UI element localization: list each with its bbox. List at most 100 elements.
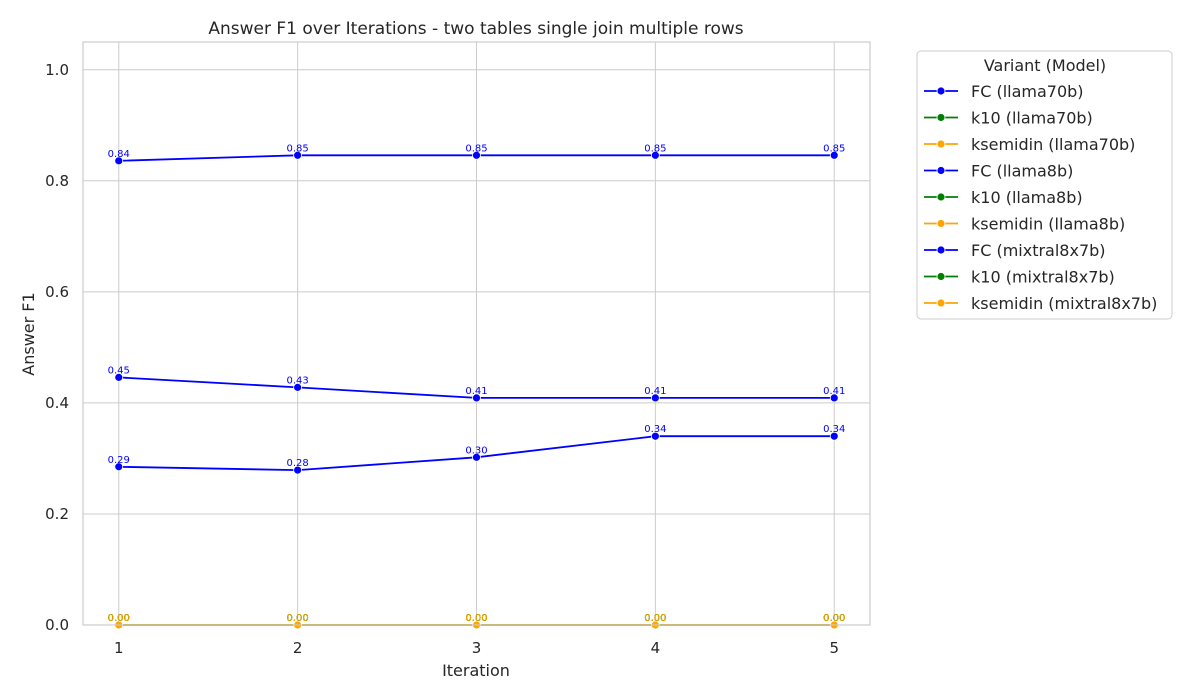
data-label: 0.00	[465, 613, 487, 624]
data-label: 0.00	[287, 613, 309, 624]
legend-entry: k10 (llama8b)	[971, 188, 1083, 207]
data-label: 0.00	[465, 613, 487, 624]
data-label: 0.00	[287, 613, 309, 624]
y-tick-label: 0.4	[45, 394, 69, 412]
legend: Variant (Model) FC (llama70b) k10 (llama7…	[916, 50, 1173, 320]
legend-swatch-marker	[936, 86, 946, 96]
data-label: 0.00	[108, 613, 130, 624]
data-label: 0.00	[465, 613, 487, 624]
grid	[83, 42, 870, 626]
data-label: 0.85	[644, 143, 666, 154]
legend-entry: ksemidin (mixtral8x7b)	[971, 294, 1157, 313]
data-point	[472, 393, 481, 403]
legend-entry: k10 (llama70b)	[971, 109, 1093, 128]
data-label: 0.00	[287, 613, 309, 624]
legend-swatch-marker	[936, 245, 946, 255]
data-label: 0.00	[108, 613, 130, 624]
y-tick-label: 0.8	[45, 172, 69, 190]
data-label: 0.85	[287, 143, 309, 154]
y-tick-label: 0.0	[45, 616, 69, 634]
data-label: 0.85	[823, 143, 845, 154]
data-point	[829, 150, 839, 160]
data-label: 0.85	[465, 143, 487, 154]
legend-entry: FC (llama70b)	[971, 82, 1084, 101]
data-point	[293, 465, 303, 475]
data-label: 0.00	[823, 613, 845, 624]
data-label: 0.00	[287, 613, 309, 624]
y-axis-label: Answer F1	[19, 292, 38, 375]
data-label: 0.29	[108, 455, 130, 466]
data-label: 0.00	[823, 613, 845, 624]
data-point	[293, 382, 303, 392]
data-point	[293, 150, 303, 160]
data-point	[472, 150, 481, 160]
legend-entry: ksemidin (llama70b)	[971, 135, 1135, 154]
plot-frame	[82, 41, 871, 626]
legend-entry: FC (mixtral8x7b)	[971, 241, 1106, 260]
data-label: 0.41	[823, 386, 845, 397]
data-label: 0.00	[465, 613, 487, 624]
data-label: 0.28	[287, 458, 309, 469]
legend-swatch-marker	[936, 139, 946, 149]
legend-swatch-marker	[936, 113, 946, 122]
legend-entry: ksemidin (llama8b)	[971, 215, 1125, 234]
data-label: 0.00	[823, 613, 845, 624]
legend-frame	[916, 50, 1173, 320]
data-label: 0.00	[823, 613, 845, 624]
data-label: 0.41	[465, 386, 487, 397]
point-labels: 0.84 0.85 0.85 0.85 0.85 0.00 0.00 0.00 0.00 0.00…	[108, 143, 846, 624]
data-point	[829, 431, 839, 441]
data-label: 0.00	[644, 613, 666, 624]
data-label: 0.00	[108, 613, 130, 624]
legend-swatch-marker	[936, 192, 946, 202]
data-point	[650, 393, 660, 403]
y-tick-label: 0.2	[45, 505, 69, 523]
data-label: 0.00	[108, 613, 130, 624]
data-point	[114, 462, 124, 472]
data-point	[472, 452, 481, 462]
data-point	[114, 372, 124, 382]
data-label: 0.00	[644, 613, 666, 624]
data-label: 0.00	[823, 613, 845, 624]
data-label: 0.00	[644, 613, 666, 624]
y-tick-label: 0.6	[45, 283, 69, 301]
legend-entry: k10 (mixtral8x7b)	[971, 268, 1115, 287]
x-tick-label: 3	[472, 639, 482, 657]
data-label: 0.00	[287, 613, 309, 624]
chart-title: Answer F1 over Iterations - two tables s…	[208, 19, 743, 39]
data-label: 0.00	[823, 613, 845, 624]
data-label: 0.43	[287, 375, 309, 386]
x-axis-label: Iteration	[442, 661, 510, 680]
data-label: 0.00	[644, 613, 666, 624]
legend-swatch-marker	[936, 272, 946, 281]
y-tick-label: 1.0	[45, 61, 69, 79]
data-label: 0.00	[644, 613, 666, 624]
data-label: 0.00	[465, 613, 487, 624]
data-point	[829, 393, 839, 403]
x-tick-label: 4	[651, 639, 661, 657]
data-label: 0.00	[108, 613, 130, 624]
data-label: 0.84	[108, 149, 130, 160]
legend-swatch-marker	[936, 298, 946, 308]
data-point	[650, 431, 660, 441]
legend-swatch-marker	[936, 219, 946, 228]
x-tick-label: 5	[829, 639, 839, 657]
data-label: 0.45	[108, 365, 130, 376]
data-point	[114, 156, 124, 166]
axes: 1 2 3 4 5 0.0 0.2 0.4 0.6 0.8 1.0	[45, 41, 871, 657]
data-point	[650, 150, 660, 160]
legend-title: Variant (Model)	[984, 56, 1106, 75]
data-label: 0.34	[644, 424, 666, 435]
x-tick-label: 1	[114, 639, 124, 657]
data-label: 0.00	[644, 613, 666, 624]
data-label: 0.00	[108, 613, 130, 624]
legend-swatch-marker	[936, 166, 946, 175]
data-label: 0.00	[287, 613, 309, 624]
data-label: 0.30	[465, 445, 487, 456]
data-label: 0.34	[823, 424, 845, 435]
legend-entry: FC (llama8b)	[971, 162, 1073, 181]
x-tick-label: 2	[293, 639, 303, 657]
data-label: 0.41	[644, 386, 666, 397]
data-label: 0.00	[465, 613, 487, 624]
